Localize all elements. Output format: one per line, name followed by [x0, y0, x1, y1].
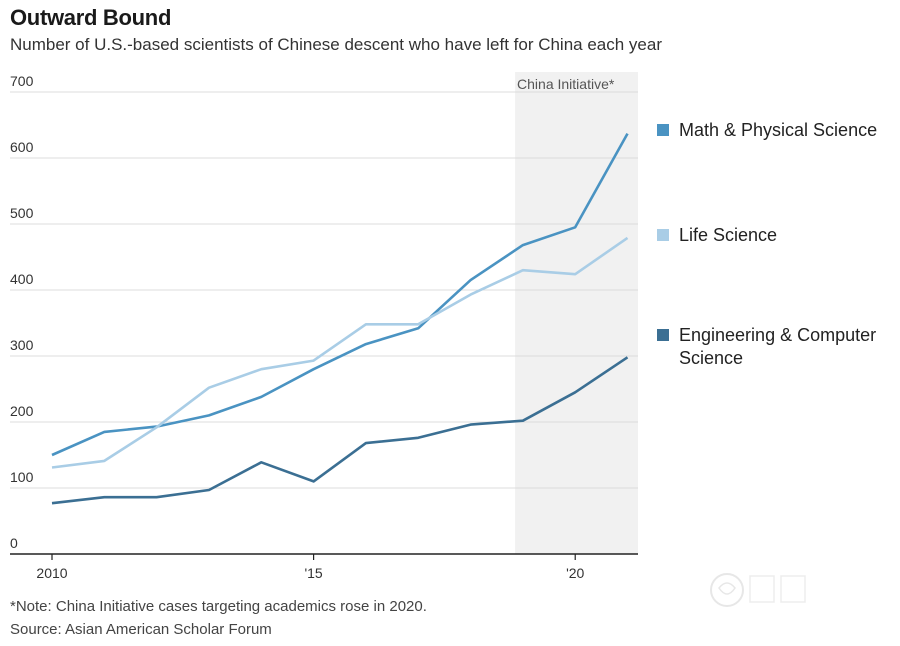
y-tick-label: 700: [10, 73, 34, 89]
y-tick-label: 0: [10, 535, 18, 551]
y-tick-label: 200: [10, 403, 34, 419]
legend-label: Science: [679, 348, 743, 368]
footnote: *Note: China Initiative cases targeting …: [10, 598, 427, 615]
chart-title: Outward Bound: [10, 5, 172, 30]
y-tick-label: 400: [10, 271, 34, 287]
china-initiative-region: [515, 72, 638, 554]
watermark-logo-icon: [710, 573, 806, 607]
series-line-2: [51, 356, 629, 505]
legend-label: Engineering & Computer: [679, 325, 876, 345]
legend-swatch: [657, 124, 669, 136]
series-line-1: [51, 236, 629, 469]
y-tick-label: 300: [10, 337, 34, 353]
x-tick-label: '15: [304, 565, 322, 581]
y-tick-label: 500: [10, 205, 34, 221]
legend-swatch: [657, 229, 669, 241]
chart-subtitle: Number of U.S.-based scientists of Chine…: [10, 35, 663, 54]
x-tick-label: 2010: [36, 565, 67, 581]
y-tick-label: 600: [10, 139, 34, 155]
x-tick-label: '20: [566, 565, 584, 581]
source-note: Source: Asian American Scholar Forum: [10, 621, 272, 638]
legend-swatch: [657, 329, 669, 341]
china-initiative-label: China Initiative*: [517, 76, 615, 92]
legend-label: Math & Physical Science: [679, 120, 877, 140]
series-line-0: [51, 132, 629, 457]
legend-label: Life Science: [679, 225, 777, 245]
y-tick-label: 100: [10, 469, 34, 485]
